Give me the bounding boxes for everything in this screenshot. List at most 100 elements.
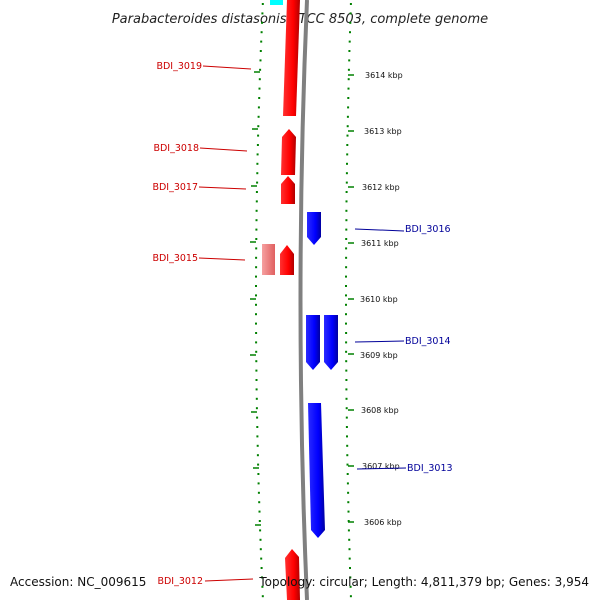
ruler-dot [255,379,258,381]
accession-text: Accession: NC_009615 [10,575,146,589]
ruler-dot [345,360,348,363]
ruler-dot [345,266,348,269]
ruler-dot [256,454,259,457]
ruler-dot [260,40,263,43]
ruler-dot [255,388,258,391]
gene-bdi-3012[interactable] [285,549,300,600]
ruler-dot [255,228,258,231]
ruler-dot [348,548,351,551]
ruler-dot [256,144,259,146]
gene-bdi-3013[interactable] [308,403,325,538]
gene-bdi-3017[interactable] [281,176,295,204]
ruler-dot [258,87,261,90]
gene-label-bdi-3013[interactable]: BDI_3013 [407,463,453,474]
ruler-dot [256,444,259,447]
ruler-dot [347,529,350,532]
ruler-dot [348,40,351,43]
ruler-dot [345,238,348,240]
ruler-dot [346,125,349,128]
ruler-dot [348,50,351,52]
ruler-dot [256,426,259,428]
ruler-dot [255,350,258,353]
ruler-dot [349,595,352,598]
ruler-dot [260,557,263,560]
gene-bdi-3015-partial[interactable] [262,244,275,275]
ruler-dot [345,200,348,203]
ruler-dot [349,3,352,5]
ruler-dot [346,435,348,438]
forward-labels: BDI_3019 BDI_3018 BDI_3017 BDI_3015 BDI_… [152,61,254,587]
gene-bdi-3014-b[interactable] [324,315,338,370]
gene-label-bdi-3015[interactable]: BDI_3015 [152,253,198,264]
topology-text: Topology: circular; Length: 4,811,379 bp… [258,575,589,589]
kbp-label: 3611 kbp [361,239,399,248]
ruler-dot [345,228,348,231]
ruler-dot [346,153,349,156]
ruler-dot [255,294,257,297]
ruler-dot [347,491,350,494]
ruler-dot [347,106,350,109]
ruler-dot [257,491,260,494]
gene-label-bdi-3014[interactable]: BDI_3014 [405,336,451,347]
ruler-dot [259,68,262,71]
ruler-dot [255,209,258,212]
ruler-dot [345,294,347,297]
ruler-lines [255,3,352,598]
ruler-dot [257,125,260,128]
ruler-dot [349,21,352,24]
ruler-dot [255,238,258,240]
ruler-dot [348,59,351,62]
ruler-dot [345,369,348,372]
ruler-dot [345,341,348,344]
ruler-dot [258,510,261,513]
ruler-dot [257,463,260,466]
cyan-feature [270,0,283,5]
ruler-dot [259,50,262,52]
ruler-dot [256,162,259,165]
ruler-dot [345,416,348,419]
kbp-label: 3606 kbp [364,518,402,527]
gene-label-bdi-3019[interactable]: BDI_3019 [156,61,202,72]
ruler-dot [258,501,261,504]
ruler-dot [261,12,264,15]
gene-bdi-3014-a[interactable] [306,315,320,370]
ruler-dot [345,303,347,306]
ruler-dot [259,529,262,532]
ruler-dot [255,247,258,250]
gene-bdi-3016[interactable] [307,212,321,245]
ruler-dot [255,322,257,325]
gene-label-bdi-3016[interactable]: BDI_3016 [405,224,451,235]
ruler-dot [345,247,348,250]
gene-label-bdi-3012[interactable]: BDI_3012 [157,576,203,587]
ruler-dot [345,181,348,184]
gene-bdi-3015[interactable] [280,245,294,275]
ruler-dot [346,444,349,447]
ruler-dot [255,369,258,372]
ruler-dot [255,341,258,344]
ruler-dot [255,313,257,316]
ruler-dot [255,219,258,222]
ruler-dot [345,426,348,428]
gene-label-bdi-3017[interactable]: BDI_3017 [152,182,198,193]
reverse-labels: BDI_3016 BDI_3014 BDI_3013 [354,224,453,474]
kbp-label: 3614 kbp [365,71,403,80]
ruler-dot [257,106,260,109]
ruler-dot [345,172,348,175]
ruler-dot [255,397,258,400]
ruler-dot [345,350,348,353]
ruler-dot [256,416,259,419]
ruler-dot [255,285,257,287]
ruler-dot [345,388,348,391]
gene-bdi-3018[interactable] [281,129,296,175]
gene-bdi-3019[interactable] [283,0,300,116]
ruler-dot [255,332,258,334]
gene-label-bdi-3018[interactable]: BDI_3018 [153,143,199,154]
ruler-dot [346,473,349,475]
ruler-dot [259,548,262,551]
kbp-label: 3610 kbp [360,295,398,304]
ruler-dot [345,313,347,316]
ruler-dot [259,59,262,62]
ruler-dot [346,134,349,137]
kbp-label: 3608 kbp [361,406,399,415]
ruler-dot [347,510,350,513]
